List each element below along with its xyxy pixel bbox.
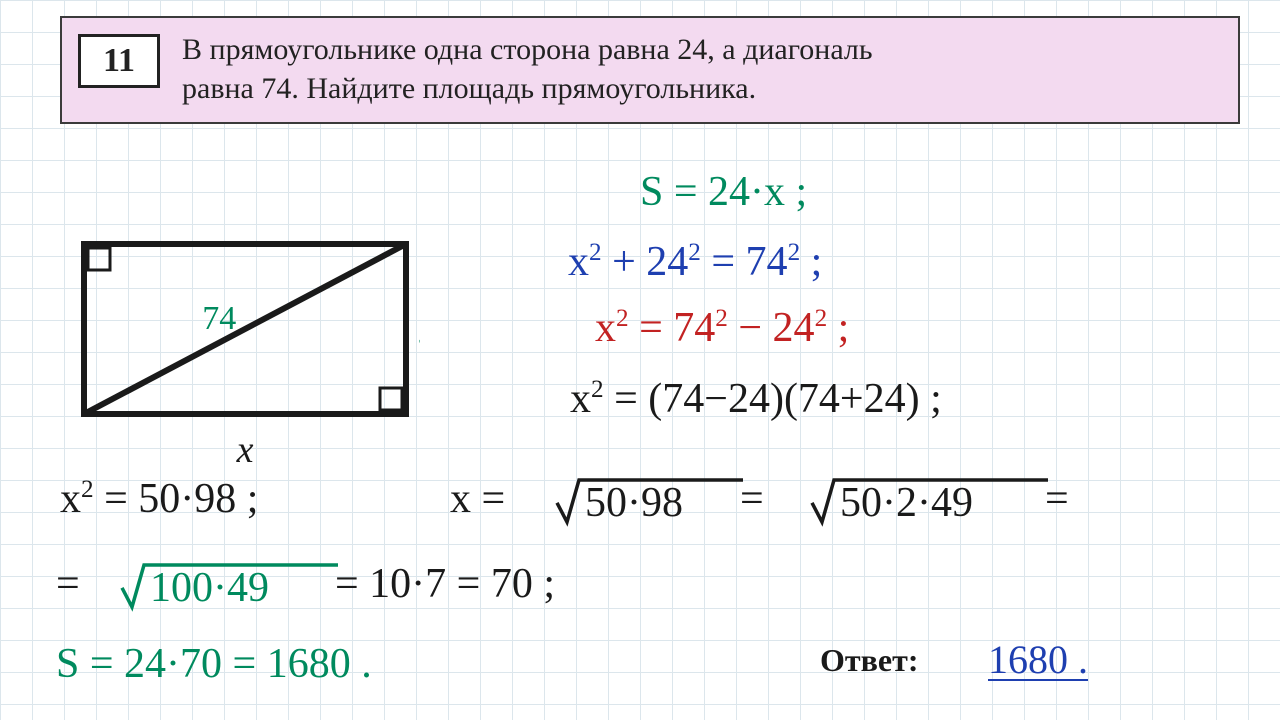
problem-text: В прямоугольнике одна сторона равна 24, …	[182, 30, 873, 108]
work-line-6-rest: = 10·7 = 70 ;	[335, 560, 555, 608]
answer-label: Ответ:	[820, 642, 918, 679]
work-line-5a: x2 = 50·98 ;	[60, 475, 258, 523]
svg-text:50·2·49: 50·2·49	[840, 480, 973, 526]
answer-value: 1680 .	[960, 636, 1128, 683]
problem-box: 11 В прямоугольнике одна сторона равна 2…	[60, 16, 1240, 124]
problem-number: 11	[78, 34, 160, 88]
work-line-4: x2 = (74−24)(74+24) ;	[570, 375, 942, 423]
work-line-2: x2 + 242 = 742 ;	[568, 238, 822, 286]
radical-1: 50·98	[555, 472, 745, 528]
bottom-label: x	[236, 429, 254, 471]
work-line-7: S = 24·70 = 1680 .	[56, 640, 372, 688]
right-angle-top-left	[88, 248, 110, 270]
work-line-1: S = 24·x ;	[640, 168, 807, 216]
right-angle-bottom-right	[380, 388, 402, 410]
svg-text:100·49: 100·49	[150, 565, 269, 611]
svg-text:50·98: 50·98	[585, 480, 683, 526]
problem-line-2: равна 74. Найдите площадь прямоугольника…	[182, 72, 756, 105]
work-line-3: x2 = 742 − 242 ;	[595, 304, 849, 352]
work-line-6-eq: =	[56, 560, 80, 608]
work-line-5b-prefix: x =	[450, 475, 505, 523]
side-label: 24	[418, 314, 420, 351]
diagonal-label: 74	[202, 300, 236, 337]
radical-3: 100·49	[120, 557, 340, 613]
problem-line-1: В прямоугольнике одна сторона равна 24, …	[182, 33, 873, 66]
radical-2: 50·2·49	[810, 472, 1050, 528]
rectangle-diagram: 74 24 x	[80, 220, 420, 480]
diagonal	[84, 244, 406, 414]
